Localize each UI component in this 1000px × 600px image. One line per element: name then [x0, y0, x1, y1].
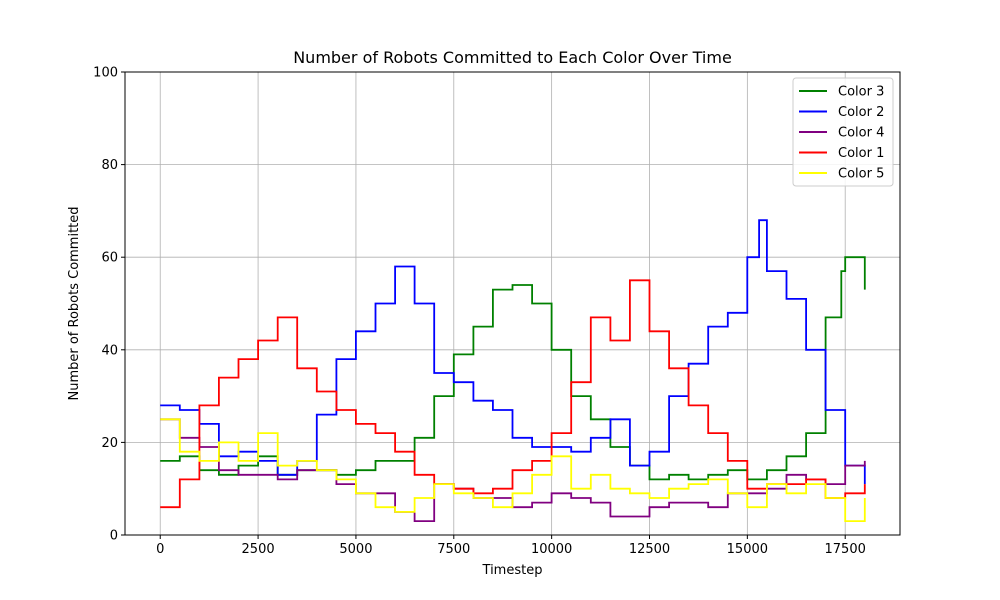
chart-title: Number of Robots Committed to Each Color… — [293, 48, 732, 67]
legend: Color 3 Color 2 Color 4 Color 1 Color 5 — [792, 77, 894, 187]
legend-label-5: Color 5 — [838, 167, 884, 182]
series-line-2 — [160, 219, 866, 485]
series-line-4 — [160, 279, 866, 509]
x-tick-label: 0 — [156, 542, 164, 557]
x-tick-label: 17500 — [825, 542, 866, 557]
x-axis: 0 2500 5000 7500 10000 12500 15000 17500 — [156, 535, 866, 557]
legend-label-1: Color 3 — [838, 85, 884, 100]
plot-frame — [124, 71, 901, 536]
series-layer — [160, 219, 866, 522]
x-tick-label: 5000 — [339, 542, 372, 557]
y-tick-label: 40 — [101, 343, 118, 358]
x-axis-label: Timestep — [482, 563, 543, 578]
y-axis-label: Number of Robots Committed — [67, 206, 82, 400]
x-tick-label: 15000 — [727, 542, 768, 557]
y-axis: 0 20 40 60 80 100 — [93, 66, 125, 544]
y-tick-label: 80 — [101, 158, 118, 173]
y-tick-label: 20 — [101, 436, 118, 451]
legend-label-2: Color 2 — [838, 105, 884, 120]
y-tick-label: 100 — [93, 66, 118, 81]
y-tick-label: 0 — [110, 529, 118, 544]
y-tick-label: 60 — [101, 251, 118, 266]
x-tick-label: 10000 — [531, 542, 572, 557]
legend-label-4: Color 1 — [838, 146, 884, 161]
x-tick-label: 12500 — [629, 542, 670, 557]
legend-box — [792, 77, 894, 187]
x-tick-label: 2500 — [242, 542, 275, 557]
x-tick-label: 7500 — [437, 542, 470, 557]
legend-label-3: Color 4 — [838, 126, 884, 141]
series-line-5 — [160, 418, 866, 522]
